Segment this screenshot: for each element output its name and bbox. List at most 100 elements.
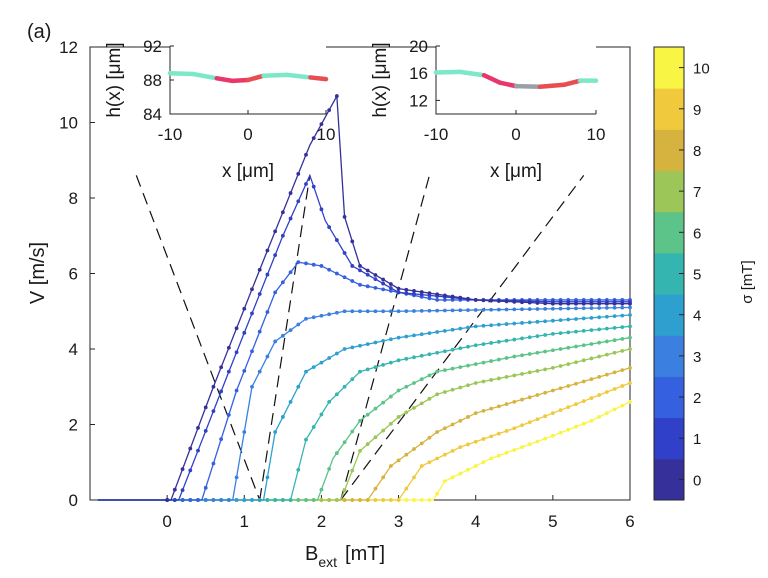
data-point	[342, 498, 347, 502]
x-tick-label: 4	[471, 512, 480, 531]
data-point	[435, 350, 440, 355]
data-point	[466, 415, 470, 419]
data-point	[527, 442, 532, 447]
data-point	[597, 327, 602, 332]
data-point	[273, 253, 278, 258]
data-point	[597, 315, 602, 320]
data-point	[458, 471, 463, 476]
dashed-guide-line	[135, 175, 261, 501]
data-point	[427, 396, 432, 401]
data-point	[496, 404, 501, 409]
data-point	[535, 350, 540, 355]
data-point	[589, 328, 594, 333]
data-point	[358, 498, 362, 502]
data-point	[404, 291, 409, 296]
data-point	[620, 305, 625, 310]
data-point	[288, 328, 293, 333]
data-point	[550, 433, 555, 438]
data-point	[589, 396, 594, 400]
dashed-guide-line	[259, 175, 311, 501]
data-point	[466, 383, 470, 388]
data-point	[574, 360, 578, 365]
data-point	[242, 306, 247, 311]
colorbar-tick-label: 4	[693, 308, 701, 325]
height-profile-segment	[561, 78, 583, 88]
colorbar-tick-label: 3	[693, 349, 701, 366]
data-point	[466, 363, 470, 368]
data-point	[435, 491, 440, 496]
data-point	[234, 388, 239, 393]
data-point	[334, 310, 339, 315]
inset-right-y-label: h(x) [μm]	[370, 42, 391, 117]
data-point	[412, 447, 416, 451]
data-point	[458, 365, 463, 370]
data-point	[612, 314, 617, 319]
data-point	[311, 315, 316, 320]
data-point	[489, 456, 494, 461]
data-point	[196, 498, 200, 502]
data-point	[350, 468, 355, 473]
data-point	[404, 356, 409, 361]
data-point	[473, 298, 478, 302]
data-point	[381, 339, 386, 343]
data-point	[358, 369, 362, 374]
data-point	[304, 437, 308, 442]
data-point	[412, 475, 416, 480]
y-tick-label: 0	[69, 491, 78, 510]
data-point	[234, 498, 239, 502]
data-point	[527, 395, 532, 400]
data-point	[550, 365, 555, 370]
data-point	[358, 418, 362, 423]
data-point	[296, 260, 301, 265]
data-point	[597, 415, 602, 419]
data-point	[604, 301, 609, 306]
data-point	[574, 381, 578, 386]
data-point	[211, 384, 216, 389]
data-point	[304, 316, 308, 321]
data-point	[242, 330, 247, 335]
data-point	[581, 379, 586, 384]
data-point	[358, 282, 362, 287]
height-profile-segment	[497, 80, 519, 89]
velocity-curve-sigma-6	[97, 337, 631, 501]
data-point	[427, 291, 432, 296]
data-point	[412, 355, 416, 360]
x-tick-label: 5	[548, 512, 557, 531]
height-profile-segment	[214, 76, 235, 84]
data-point	[234, 326, 239, 331]
data-point	[450, 308, 455, 313]
data-point	[288, 399, 293, 404]
data-point	[365, 367, 370, 372]
velocity-curve-sigma-0	[97, 93, 630, 501]
data-point	[496, 431, 501, 436]
data-point	[311, 425, 316, 429]
data-point	[581, 399, 586, 403]
data-point	[334, 451, 339, 455]
data-point	[234, 475, 239, 480]
data-point	[466, 296, 470, 301]
data-point	[527, 335, 532, 340]
data-point	[203, 428, 208, 433]
x-tick-label: 0	[162, 512, 171, 531]
y-tick-label: 8	[69, 189, 78, 208]
data-point	[250, 498, 254, 502]
data-point	[496, 307, 501, 312]
data-point	[319, 207, 324, 212]
data-point	[311, 184, 316, 189]
data-point	[458, 308, 463, 313]
data-point	[381, 498, 386, 502]
data-point	[419, 441, 424, 446]
data-point	[419, 464, 424, 468]
data-point	[373, 365, 378, 370]
data-point	[427, 296, 432, 301]
data-point	[296, 199, 301, 204]
data-point	[203, 485, 208, 490]
data-point	[180, 467, 185, 472]
colorbar-tick-label: 6	[693, 225, 701, 242]
data-point	[203, 405, 208, 410]
data-point	[628, 301, 632, 306]
data-point	[250, 349, 254, 354]
height-profile-segment	[245, 73, 266, 83]
dashed-guide-lines	[135, 174, 585, 501]
